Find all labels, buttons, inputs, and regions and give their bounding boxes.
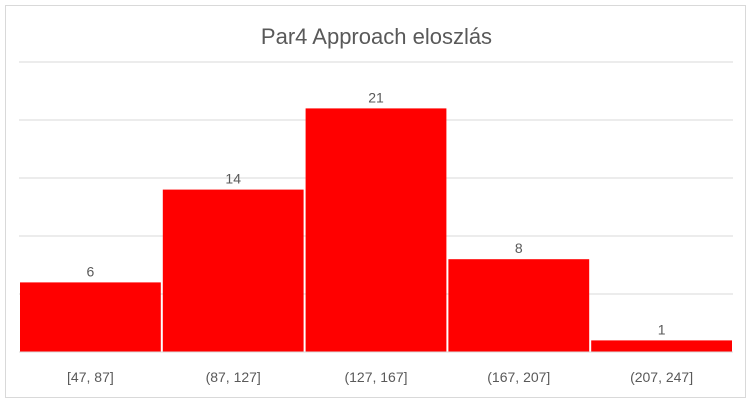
data-label-5: 1: [658, 321, 666, 337]
data-label-1: 6: [87, 263, 95, 279]
bar-3: [305, 108, 447, 353]
x-tick-label-4: (167, 207]: [487, 369, 550, 385]
chart-area: Par4 Approach eloszlás 6 [47, 87] 14 (87, 1…: [5, 5, 746, 398]
bar-1: [20, 282, 161, 352]
data-label-4: 8: [515, 240, 523, 256]
bar-4: [448, 259, 590, 352]
data-label-2: 14: [225, 171, 241, 187]
histogram-plot: 6 [47, 87] 14 (87, 127] 21 (127, 167] 8 (167, 2…: [19, 61, 733, 385]
bar-2: [162, 189, 304, 352]
data-label-3: 21: [368, 89, 384, 105]
bar-5: [591, 340, 732, 352]
x-tick-label-2: (87, 127]: [206, 369, 261, 385]
chart-title: Par4 Approach eloszlás: [260, 24, 493, 49]
x-tick-label-1: [47, 87]: [67, 369, 114, 385]
x-tick-label-3: (127, 167]: [344, 369, 407, 385]
x-tick-label-5: (207, 247]: [630, 369, 693, 385]
